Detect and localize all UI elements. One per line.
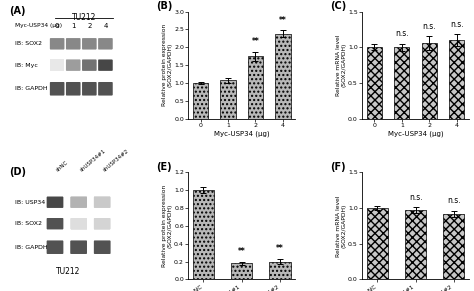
- Text: n.s.: n.s.: [450, 20, 464, 29]
- Text: IB: USP34: IB: USP34: [15, 200, 46, 205]
- Text: IB: GAPDH: IB: GAPDH: [15, 245, 48, 250]
- Bar: [47, 196, 63, 208]
- FancyBboxPatch shape: [94, 240, 110, 254]
- Bar: [66, 82, 80, 96]
- Text: 2: 2: [87, 23, 91, 29]
- Text: 0: 0: [55, 23, 59, 29]
- FancyBboxPatch shape: [50, 82, 64, 95]
- Bar: [99, 38, 112, 50]
- FancyBboxPatch shape: [82, 59, 97, 71]
- Text: IB: SOX2: IB: SOX2: [15, 41, 42, 46]
- FancyBboxPatch shape: [50, 38, 64, 49]
- Bar: [71, 240, 87, 254]
- FancyBboxPatch shape: [70, 218, 87, 229]
- Bar: [193, 190, 214, 279]
- Bar: [193, 83, 208, 119]
- Y-axis label: Relative protein expression
(SOX2/GAPDH): Relative protein expression (SOX2/GAPDH): [162, 24, 173, 106]
- Text: TU212: TU212: [72, 13, 96, 22]
- FancyBboxPatch shape: [82, 38, 97, 49]
- Bar: [275, 34, 291, 119]
- FancyBboxPatch shape: [70, 197, 87, 208]
- FancyBboxPatch shape: [66, 82, 81, 95]
- Bar: [82, 38, 96, 50]
- Bar: [82, 59, 96, 71]
- Bar: [82, 82, 96, 96]
- Text: **: **: [276, 244, 284, 253]
- FancyBboxPatch shape: [94, 218, 110, 229]
- Bar: [220, 80, 236, 119]
- Text: TU212: TU212: [55, 267, 80, 276]
- FancyBboxPatch shape: [98, 82, 113, 95]
- Bar: [47, 240, 63, 254]
- Bar: [367, 47, 382, 119]
- X-axis label: Myc-USP34 (μg): Myc-USP34 (μg): [214, 131, 270, 137]
- Text: IB: Myc: IB: Myc: [15, 63, 38, 68]
- Y-axis label: Relative mRNA level
(SOX2/GAPDH): Relative mRNA level (SOX2/GAPDH): [336, 195, 346, 257]
- Text: **: **: [279, 16, 287, 25]
- Text: 4: 4: [103, 23, 108, 29]
- FancyBboxPatch shape: [82, 82, 97, 95]
- Bar: [94, 218, 110, 230]
- Bar: [71, 218, 87, 230]
- FancyBboxPatch shape: [98, 38, 113, 49]
- Y-axis label: Relative protein expression
(SOX2/GAPDH): Relative protein expression (SOX2/GAPDH): [162, 185, 173, 267]
- Text: shNC: shNC: [55, 159, 69, 172]
- Text: n.s.: n.s.: [447, 196, 461, 205]
- FancyBboxPatch shape: [66, 59, 81, 71]
- Text: **: **: [238, 247, 246, 256]
- Text: Myc-USP34 (μg): Myc-USP34 (μg): [15, 23, 63, 28]
- Bar: [422, 43, 437, 119]
- Y-axis label: Relative mRNA level
(SOX2/GAPDH): Relative mRNA level (SOX2/GAPDH): [336, 34, 346, 96]
- Text: (A): (A): [9, 6, 25, 16]
- Bar: [449, 40, 465, 119]
- Bar: [394, 47, 410, 119]
- Bar: [443, 214, 465, 279]
- Text: IB: GAPDH: IB: GAPDH: [15, 86, 48, 91]
- FancyBboxPatch shape: [94, 197, 110, 208]
- Text: **: **: [252, 37, 259, 46]
- Bar: [99, 59, 112, 71]
- Text: 1: 1: [71, 23, 75, 29]
- Text: (C): (C): [330, 1, 346, 11]
- Text: n.s.: n.s.: [422, 22, 436, 31]
- Text: (B): (B): [156, 1, 172, 11]
- FancyBboxPatch shape: [70, 240, 87, 254]
- Bar: [71, 196, 87, 208]
- FancyBboxPatch shape: [66, 38, 81, 49]
- Bar: [66, 38, 80, 50]
- Text: n.s.: n.s.: [395, 29, 409, 38]
- Bar: [50, 38, 64, 50]
- Bar: [47, 218, 63, 230]
- Text: n.s.: n.s.: [409, 193, 422, 202]
- Bar: [94, 240, 110, 254]
- Bar: [50, 59, 64, 71]
- Text: IB: SOX2: IB: SOX2: [15, 221, 42, 226]
- Text: (E): (E): [156, 162, 172, 172]
- FancyBboxPatch shape: [46, 240, 64, 254]
- Text: shUSP34#1: shUSP34#1: [79, 148, 107, 172]
- FancyBboxPatch shape: [98, 59, 113, 71]
- Bar: [66, 59, 80, 71]
- Bar: [367, 208, 388, 279]
- Bar: [270, 262, 291, 279]
- Text: shUSP34#2: shUSP34#2: [102, 148, 130, 172]
- Text: (D): (D): [9, 167, 26, 177]
- X-axis label: Myc-USP34 (μg): Myc-USP34 (μg): [388, 131, 443, 137]
- FancyBboxPatch shape: [46, 197, 64, 208]
- Bar: [231, 263, 252, 279]
- Text: (F): (F): [330, 162, 346, 172]
- Bar: [94, 196, 110, 208]
- FancyBboxPatch shape: [46, 218, 64, 229]
- Bar: [405, 210, 426, 279]
- Bar: [99, 82, 112, 96]
- Bar: [50, 82, 64, 96]
- Bar: [248, 56, 263, 119]
